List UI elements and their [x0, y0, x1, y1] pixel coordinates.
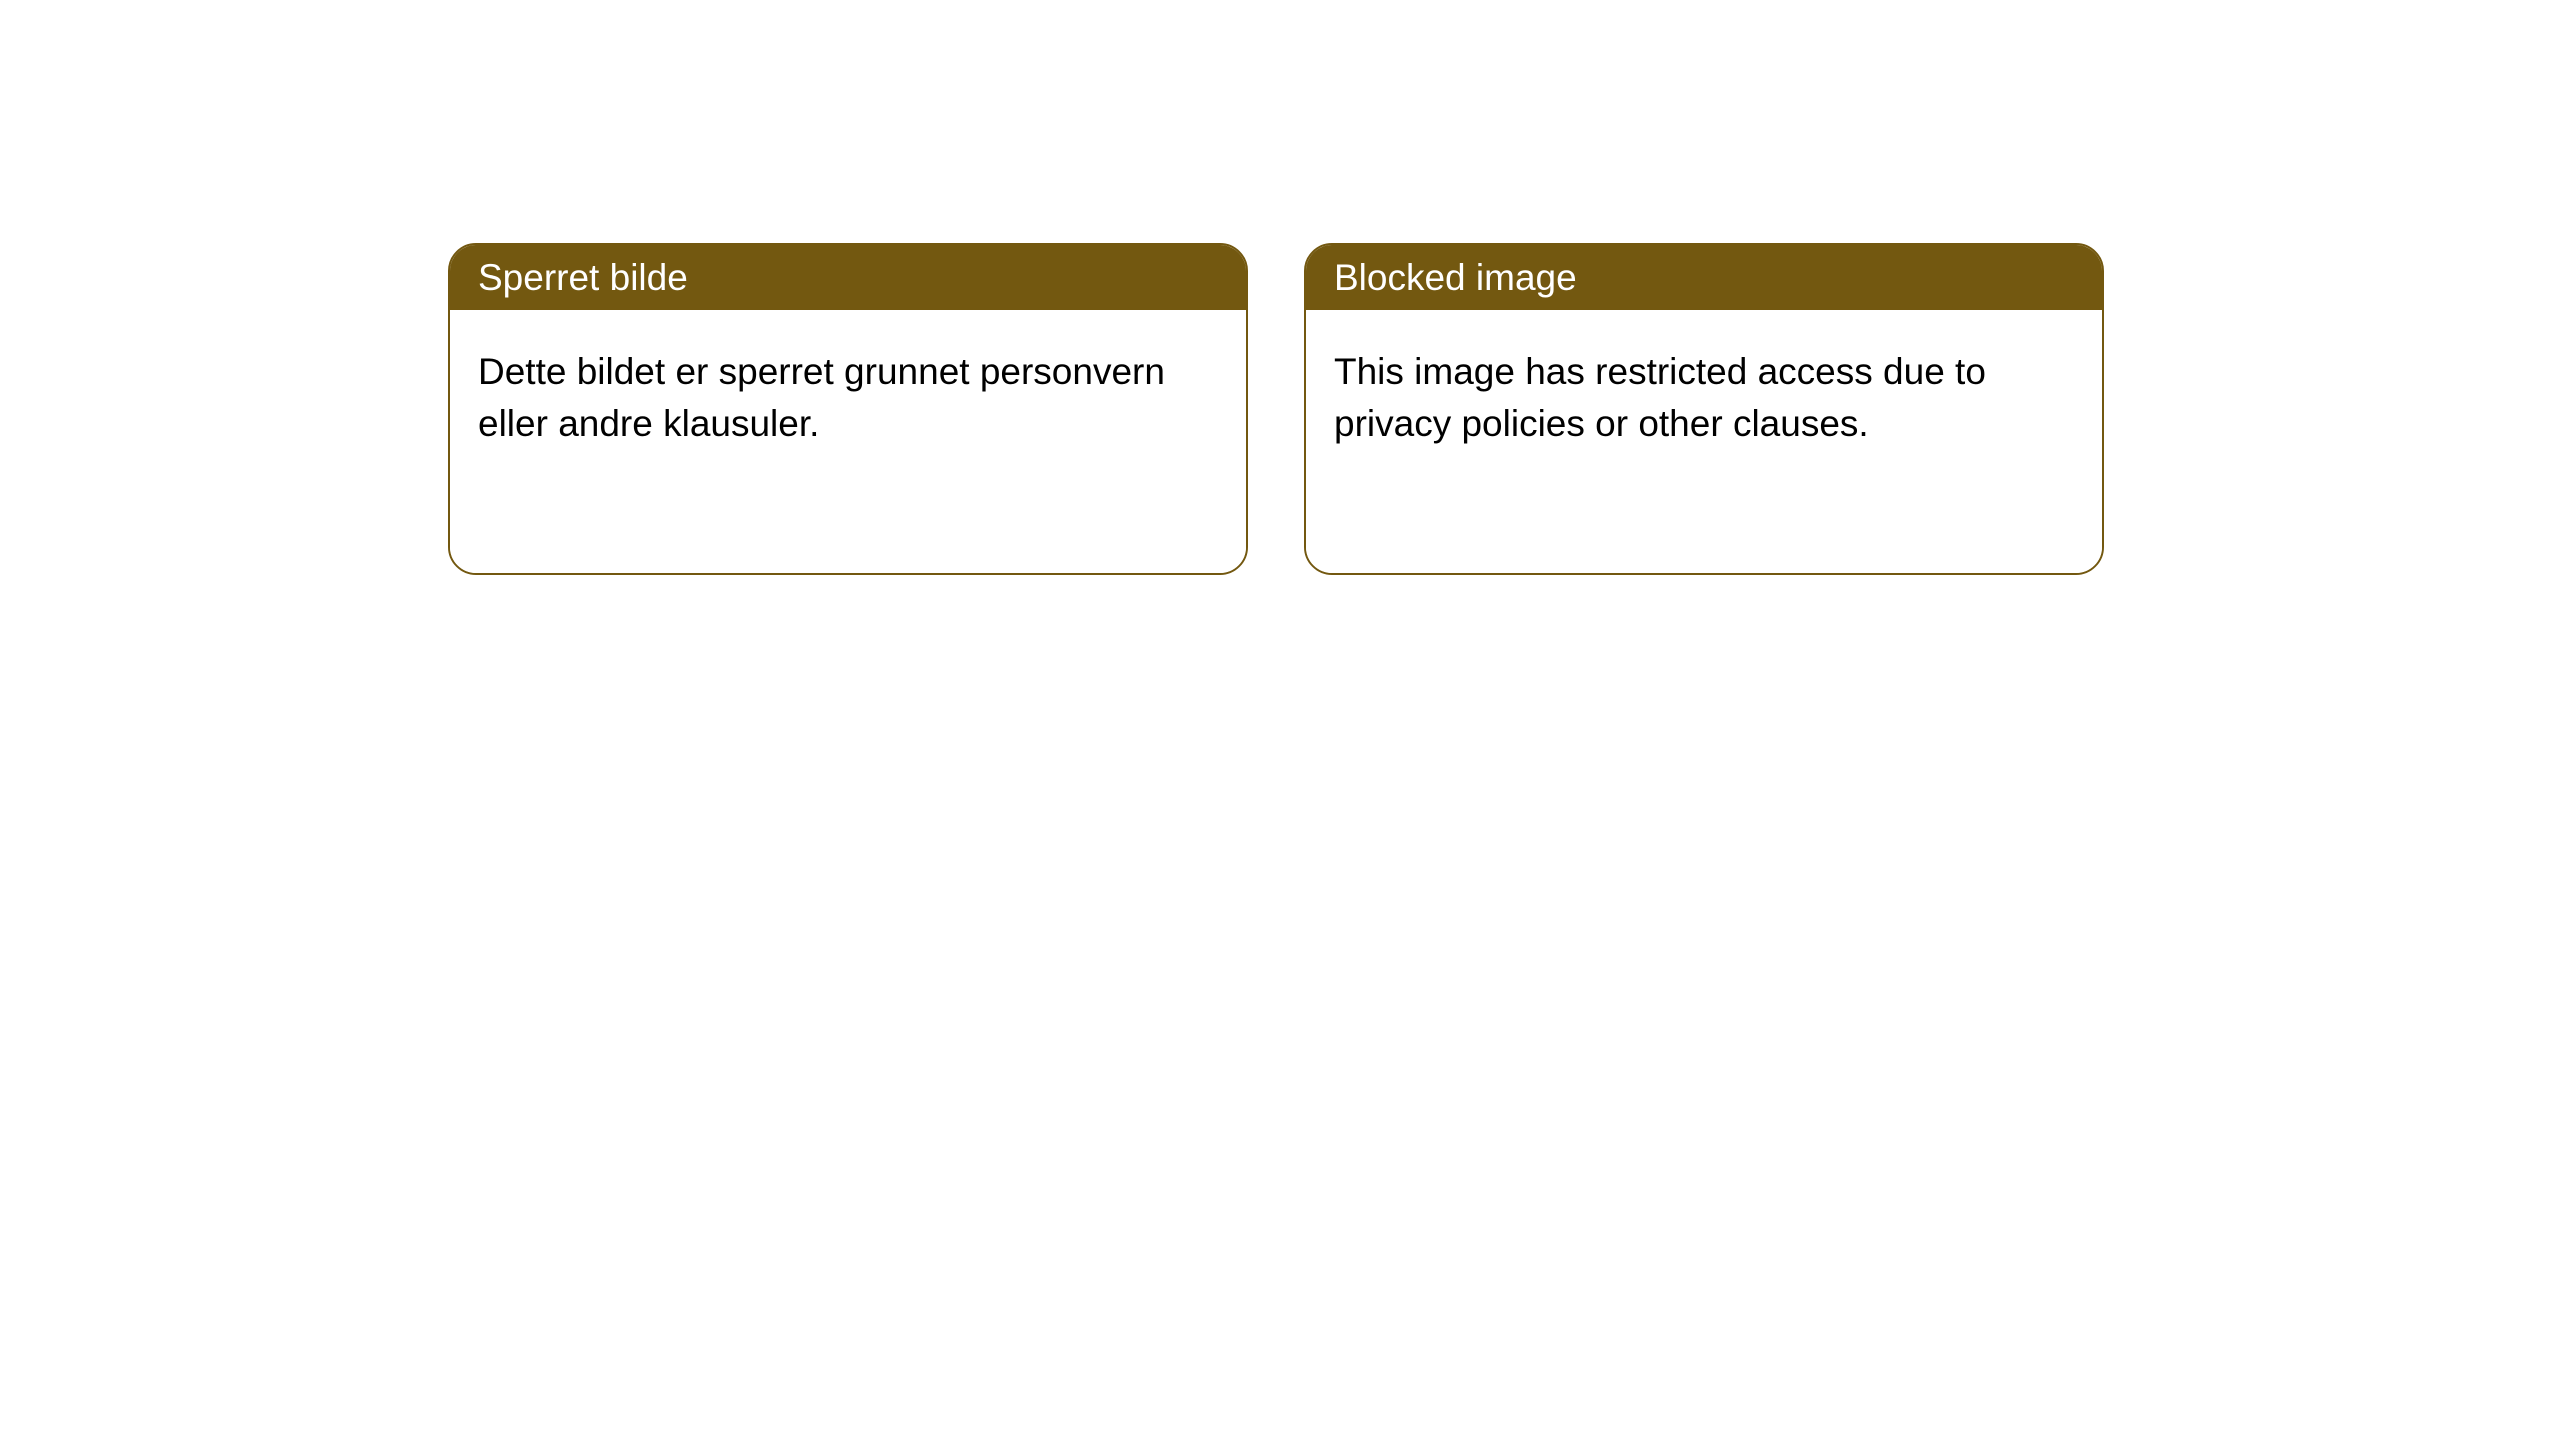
notice-cards-container: Sperret bilde Dette bildet er sperret gr…	[0, 0, 2560, 575]
blocked-image-card-norwegian: Sperret bilde Dette bildet er sperret gr…	[448, 243, 1248, 575]
card-header: Sperret bilde	[450, 245, 1246, 310]
card-body: Dette bildet er sperret grunnet personve…	[450, 310, 1246, 573]
card-body: This image has restricted access due to …	[1306, 310, 2102, 573]
card-header: Blocked image	[1306, 245, 2102, 310]
blocked-image-card-english: Blocked image This image has restricted …	[1304, 243, 2104, 575]
